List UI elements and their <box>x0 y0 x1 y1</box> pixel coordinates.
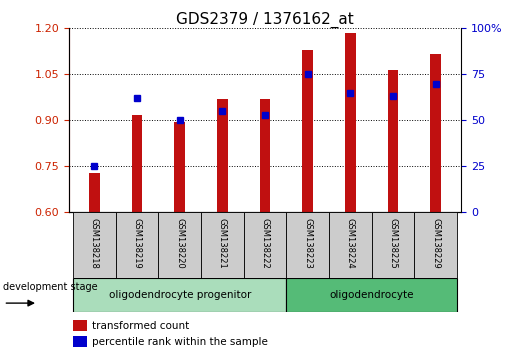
FancyBboxPatch shape <box>329 212 372 278</box>
Text: GSM138221: GSM138221 <box>218 218 227 269</box>
FancyBboxPatch shape <box>158 212 201 278</box>
FancyBboxPatch shape <box>414 212 457 278</box>
Bar <box>73 320 86 331</box>
Text: GSM138219: GSM138219 <box>132 218 142 269</box>
Title: GDS2379 / 1376162_at: GDS2379 / 1376162_at <box>176 12 354 28</box>
Text: GSM138218: GSM138218 <box>90 218 99 269</box>
Bar <box>89 173 100 212</box>
Text: GSM138223: GSM138223 <box>303 218 312 269</box>
Text: GSM138229: GSM138229 <box>431 218 440 269</box>
FancyBboxPatch shape <box>73 212 116 278</box>
Text: GSM138224: GSM138224 <box>346 218 355 269</box>
Bar <box>132 115 143 212</box>
Text: GSM138222: GSM138222 <box>261 218 269 269</box>
FancyBboxPatch shape <box>286 278 457 312</box>
Bar <box>302 50 313 212</box>
FancyBboxPatch shape <box>73 278 286 312</box>
FancyBboxPatch shape <box>201 212 244 278</box>
Bar <box>430 55 441 212</box>
Text: percentile rank within the sample: percentile rank within the sample <box>92 337 268 347</box>
Text: GSM138220: GSM138220 <box>175 218 184 269</box>
FancyBboxPatch shape <box>116 212 158 278</box>
Text: GSM138225: GSM138225 <box>388 218 398 269</box>
Text: oligodendrocyte: oligodendrocyte <box>329 290 414 300</box>
Bar <box>174 122 185 212</box>
Text: transformed count: transformed count <box>92 321 190 331</box>
Text: development stage: development stage <box>4 282 98 292</box>
FancyBboxPatch shape <box>244 212 286 278</box>
Bar <box>387 70 398 212</box>
Text: oligodendrocyte progenitor: oligodendrocyte progenitor <box>109 290 251 300</box>
Bar <box>260 99 270 212</box>
Bar <box>73 336 86 347</box>
Bar <box>345 33 356 212</box>
Bar <box>217 99 228 212</box>
FancyBboxPatch shape <box>286 212 329 278</box>
FancyBboxPatch shape <box>372 212 414 278</box>
